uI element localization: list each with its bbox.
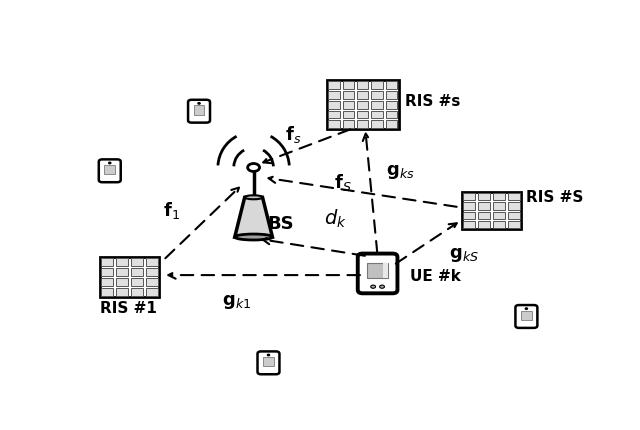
Bar bbox=[101, 268, 113, 276]
Text: $\mathbf{f}_{1}$: $\mathbf{f}_{1}$ bbox=[163, 200, 180, 221]
Bar bbox=[116, 278, 128, 286]
Bar bbox=[478, 212, 490, 218]
Bar bbox=[104, 165, 115, 175]
Bar bbox=[386, 120, 397, 129]
Bar bbox=[478, 221, 490, 228]
Ellipse shape bbox=[244, 195, 262, 199]
Text: RIS #S: RIS #S bbox=[526, 190, 584, 205]
Bar bbox=[357, 120, 369, 129]
Bar bbox=[146, 278, 158, 286]
Circle shape bbox=[248, 163, 260, 172]
Bar bbox=[493, 212, 505, 218]
Bar bbox=[328, 91, 340, 98]
Bar bbox=[371, 81, 383, 89]
Bar bbox=[386, 91, 397, 98]
Ellipse shape bbox=[235, 234, 273, 240]
Bar bbox=[194, 105, 204, 115]
Text: $\mathbf{f}_{S}$: $\mathbf{f}_{S}$ bbox=[334, 172, 352, 193]
Bar bbox=[101, 288, 113, 295]
Bar bbox=[371, 91, 383, 98]
Bar bbox=[463, 212, 476, 218]
Bar bbox=[357, 81, 369, 89]
Bar bbox=[328, 101, 340, 108]
Bar bbox=[328, 81, 340, 89]
Text: $d_k$: $d_k$ bbox=[324, 208, 347, 230]
Bar bbox=[146, 268, 158, 276]
Text: $\mathbf{f}_{s}$: $\mathbf{f}_{s}$ bbox=[285, 124, 301, 145]
Bar bbox=[478, 203, 490, 209]
Bar bbox=[386, 101, 397, 108]
Bar bbox=[342, 91, 354, 98]
Circle shape bbox=[525, 308, 527, 309]
Bar bbox=[383, 262, 388, 278]
Circle shape bbox=[371, 285, 376, 288]
Bar bbox=[508, 221, 520, 228]
Circle shape bbox=[380, 285, 385, 288]
Bar bbox=[342, 101, 354, 108]
Text: RIS #s: RIS #s bbox=[405, 94, 460, 109]
Circle shape bbox=[268, 354, 269, 356]
Bar bbox=[342, 120, 354, 129]
Bar bbox=[263, 357, 274, 366]
Circle shape bbox=[109, 162, 111, 164]
Circle shape bbox=[198, 103, 200, 104]
Bar bbox=[463, 203, 476, 209]
Bar bbox=[131, 258, 143, 266]
Bar bbox=[463, 221, 476, 228]
Bar bbox=[371, 120, 383, 129]
Bar bbox=[521, 310, 532, 320]
Text: $\mathbf{g}_{kS}$: $\mathbf{g}_{kS}$ bbox=[449, 246, 479, 264]
FancyBboxPatch shape bbox=[515, 305, 538, 328]
Bar bbox=[327, 80, 399, 129]
Bar bbox=[463, 194, 476, 200]
FancyBboxPatch shape bbox=[188, 100, 210, 123]
Bar bbox=[101, 278, 113, 286]
FancyBboxPatch shape bbox=[358, 254, 397, 293]
Text: $\mathbf{g}_{ks}$: $\mathbf{g}_{ks}$ bbox=[385, 163, 414, 181]
Bar bbox=[508, 194, 520, 200]
Bar bbox=[146, 258, 158, 266]
Bar bbox=[508, 203, 520, 209]
Bar bbox=[101, 258, 113, 266]
Bar bbox=[478, 194, 490, 200]
Bar bbox=[371, 101, 383, 108]
Bar bbox=[508, 212, 520, 218]
Bar bbox=[493, 221, 505, 228]
Bar bbox=[328, 111, 340, 119]
Text: RIS #1: RIS #1 bbox=[100, 301, 157, 316]
Bar bbox=[371, 111, 383, 119]
Bar bbox=[386, 111, 397, 119]
Bar bbox=[493, 203, 505, 209]
Bar bbox=[357, 101, 369, 108]
Bar bbox=[386, 81, 397, 89]
Bar bbox=[100, 257, 159, 297]
Bar bbox=[493, 194, 505, 200]
Bar bbox=[116, 268, 128, 276]
Bar bbox=[328, 120, 340, 129]
Bar bbox=[116, 288, 128, 295]
Bar bbox=[116, 258, 128, 266]
Bar bbox=[131, 288, 143, 295]
Bar bbox=[462, 192, 522, 229]
Text: $\mathbf{g}_{k1}$: $\mathbf{g}_{k1}$ bbox=[221, 292, 251, 310]
Bar bbox=[367, 262, 388, 278]
FancyBboxPatch shape bbox=[257, 351, 280, 374]
Bar bbox=[342, 111, 354, 119]
FancyBboxPatch shape bbox=[99, 160, 121, 182]
Text: UE #k: UE #k bbox=[410, 269, 461, 284]
Polygon shape bbox=[235, 197, 273, 237]
Text: BS: BS bbox=[268, 215, 294, 233]
Bar bbox=[131, 278, 143, 286]
Bar bbox=[146, 288, 158, 295]
Bar bbox=[131, 268, 143, 276]
Bar bbox=[357, 111, 369, 119]
Bar bbox=[357, 91, 369, 98]
Bar bbox=[342, 81, 354, 89]
